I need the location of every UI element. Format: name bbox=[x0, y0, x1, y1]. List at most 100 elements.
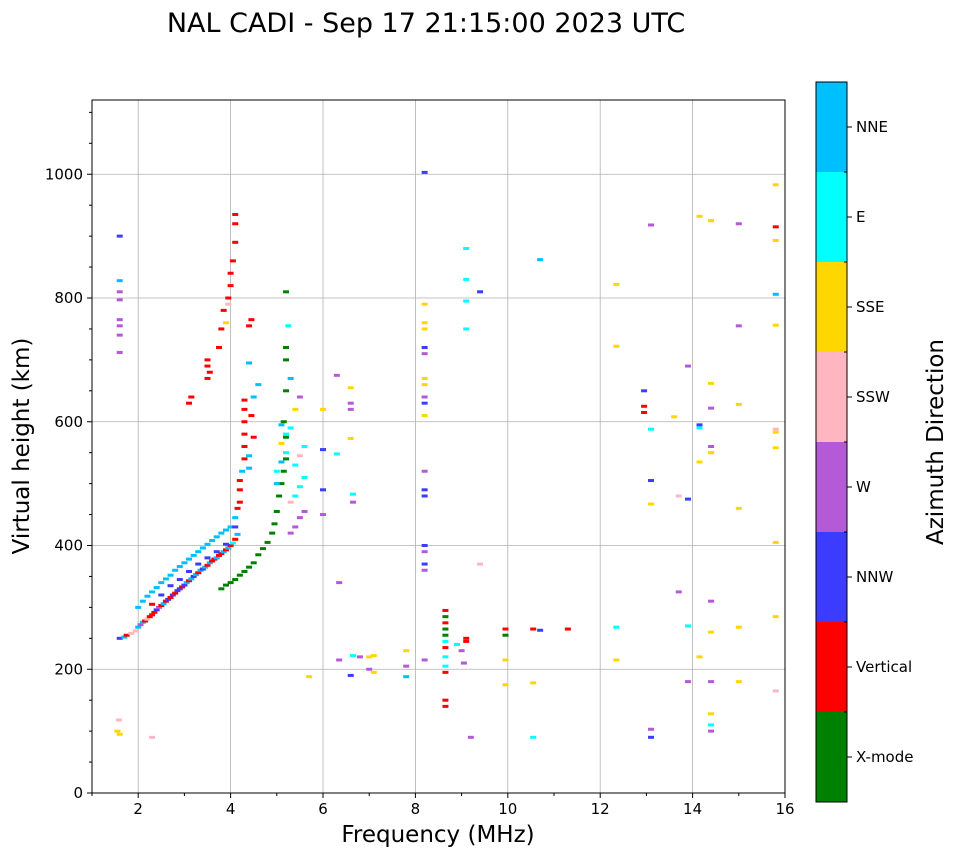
plot-area: 2 4 6 8 10 12 14 16 0 200 400 600 800 1000 bbox=[45, 99, 795, 818]
y-tick-label: 400 bbox=[54, 537, 83, 555]
data-point bbox=[347, 407, 354, 411]
data-point bbox=[564, 627, 571, 631]
data-point bbox=[421, 414, 428, 418]
data-point bbox=[421, 383, 428, 387]
data-point bbox=[153, 586, 160, 590]
data-point bbox=[246, 361, 253, 365]
data-point bbox=[537, 628, 544, 632]
data-point bbox=[421, 346, 428, 349]
data-point bbox=[116, 350, 123, 354]
x-tick-label: 16 bbox=[775, 800, 794, 818]
data-point bbox=[296, 485, 303, 489]
data-point bbox=[202, 565, 209, 569]
x-tick-label: 10 bbox=[498, 800, 517, 818]
data-point bbox=[204, 364, 211, 368]
data-point bbox=[142, 619, 149, 623]
data-point bbox=[370, 654, 377, 658]
data-point bbox=[199, 567, 206, 571]
data-point bbox=[350, 654, 357, 658]
colorbar-segment bbox=[816, 82, 847, 172]
y-tick-label: 600 bbox=[54, 413, 83, 431]
data-point bbox=[453, 643, 460, 646]
data-point bbox=[306, 675, 313, 679]
data-point bbox=[199, 546, 206, 550]
data-point bbox=[320, 488, 326, 492]
data-point bbox=[735, 625, 742, 629]
data-point bbox=[186, 569, 193, 573]
data-point bbox=[292, 525, 299, 529]
data-point bbox=[176, 578, 183, 582]
x-tick-label: 14 bbox=[683, 800, 702, 818]
data-point bbox=[333, 373, 340, 377]
data-point bbox=[250, 395, 257, 399]
x-axis-label: Frequency (MHz) bbox=[341, 822, 534, 848]
x-tick-label: 4 bbox=[226, 800, 236, 818]
data-point bbox=[648, 479, 655, 483]
data-point bbox=[116, 290, 123, 294]
data-point bbox=[696, 460, 703, 464]
data-point bbox=[264, 540, 271, 544]
data-point bbox=[255, 553, 262, 557]
data-point bbox=[225, 302, 232, 306]
data-point bbox=[442, 633, 449, 637]
data-point bbox=[292, 463, 299, 467]
data-point bbox=[421, 327, 428, 331]
data-point bbox=[225, 546, 232, 550]
data-point bbox=[116, 636, 123, 640]
colorbar-segment bbox=[816, 532, 847, 622]
data-point bbox=[216, 553, 223, 557]
data-point bbox=[192, 573, 199, 577]
data-point bbox=[181, 583, 188, 587]
data-point bbox=[246, 324, 253, 328]
data-point bbox=[292, 407, 299, 411]
data-point bbox=[696, 423, 703, 427]
data-point bbox=[167, 573, 174, 577]
data-point bbox=[241, 432, 248, 436]
data-point bbox=[241, 420, 248, 424]
data-point bbox=[241, 457, 248, 461]
data-point bbox=[174, 589, 181, 593]
data-point bbox=[403, 649, 410, 653]
data-point bbox=[236, 573, 243, 577]
data-point bbox=[735, 506, 742, 510]
data-point bbox=[684, 680, 691, 684]
data-point bbox=[708, 630, 715, 634]
data-point bbox=[222, 583, 229, 587]
data-point bbox=[116, 298, 123, 302]
data-point bbox=[246, 565, 253, 569]
data-point bbox=[183, 581, 190, 585]
data-point bbox=[421, 376, 428, 380]
data-point bbox=[259, 547, 266, 551]
data-point bbox=[204, 358, 211, 362]
data-point bbox=[234, 532, 241, 536]
data-point bbox=[463, 277, 470, 281]
data-point bbox=[227, 271, 234, 275]
data-point bbox=[239, 469, 246, 473]
data-point bbox=[684, 497, 691, 501]
colorbar-tick-label: SSE bbox=[856, 298, 885, 316]
data-point bbox=[278, 441, 285, 445]
data-point bbox=[320, 448, 326, 452]
data-point bbox=[421, 401, 428, 405]
data-point bbox=[442, 670, 449, 674]
data-point bbox=[232, 578, 239, 582]
data-point bbox=[442, 608, 449, 612]
data-point bbox=[172, 591, 179, 595]
data-point bbox=[255, 383, 262, 387]
data-point bbox=[176, 587, 183, 591]
data-point bbox=[613, 658, 620, 662]
data-point bbox=[213, 535, 220, 539]
data-point bbox=[684, 624, 691, 628]
data-point bbox=[772, 427, 779, 431]
data-point bbox=[225, 296, 232, 300]
colorbar-frame bbox=[815, 81, 848, 803]
data-point bbox=[421, 302, 428, 306]
data-point bbox=[772, 292, 779, 296]
colorbar: X-mode Vertical NNW W SSW SSE E NNE bbox=[815, 81, 913, 803]
data-point bbox=[218, 552, 225, 556]
data-point bbox=[347, 386, 354, 390]
data-point bbox=[708, 680, 715, 684]
data-point bbox=[248, 318, 255, 322]
data-point bbox=[283, 358, 290, 362]
